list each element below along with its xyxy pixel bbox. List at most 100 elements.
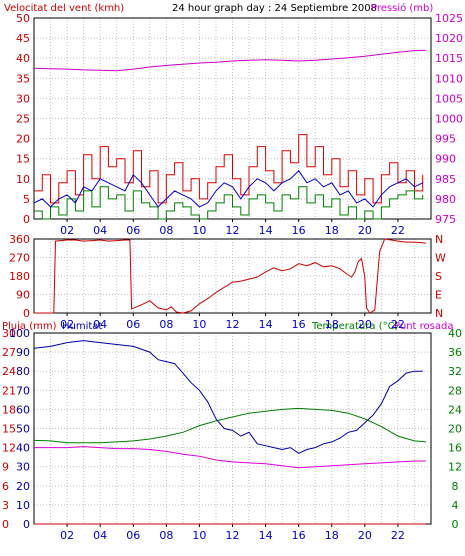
pressure-axis-title: Pressió (mb) <box>371 2 433 14</box>
wind-panel-x-tick-label: 18 <box>325 224 339 237</box>
pressure-y-tick-label: 975 <box>435 213 456 226</box>
wind-speed-y-tick-label: 40 <box>16 52 30 65</box>
direction-degrees-y-tick-label: 270 <box>9 252 30 265</box>
wind-speed-y-tick-label: 15 <box>16 153 30 166</box>
dewpoint-axis-title: Punt rosada <box>394 321 453 332</box>
climate-panel-x-tick-label: 08 <box>159 529 173 542</box>
wind-speed-y-tick-label: 25 <box>16 113 30 126</box>
wind-panel-x-tick-label: 20 <box>358 224 372 237</box>
pressure-y-tick-label: 1015 <box>435 52 463 65</box>
humidity-y-tick-label: 30 <box>16 461 30 474</box>
temperature-y-tick-label: 24 <box>448 403 462 416</box>
pressure-y-tick-label: 985 <box>435 173 456 186</box>
direction-compass-y-tick-label: E <box>435 289 442 302</box>
climate-panel-x-tick-label: 04 <box>93 529 107 542</box>
direction-panel-x-tick-label: 14 <box>259 318 273 331</box>
wind-panel-x-tick-label: 06 <box>126 224 140 237</box>
rain-y-tick-label: 27 <box>2 346 16 359</box>
direction-degrees-y-tick-label: 360 <box>9 233 30 246</box>
graph-title: 24 hour graph day : 24 Septiembre 2008 <box>172 3 377 14</box>
humidity-y-tick-label: 70 <box>16 384 30 397</box>
temperature-line <box>33 407 427 444</box>
wind-panel-x-tick-label: 02 <box>60 224 74 237</box>
rain-axis-title: Pluja (mm) <box>2 321 57 332</box>
climate-panel-x-tick-label: 10 <box>192 529 206 542</box>
wind-panel-x-tick-label: 16 <box>292 224 306 237</box>
pressure-y-tick-label: 990 <box>435 153 456 166</box>
direction-compass-y-tick-label: W <box>435 252 446 265</box>
wind-panel-x-tick-label: 14 <box>259 224 273 237</box>
direction-panel-x-tick-label: 02 <box>60 318 74 331</box>
direction-panel-x-tick-label: 12 <box>226 318 240 331</box>
rain-y-tick-label: 21 <box>2 384 16 397</box>
rain-y-tick-label: 6 <box>2 480 9 493</box>
climate-panel-x-tick-label: 06 <box>126 529 140 542</box>
temperature-y-tick-label: 16 <box>448 442 462 455</box>
direction-panel-x-tick-label: 20 <box>358 318 372 331</box>
direction-panel-x-tick-label: 10 <box>192 318 206 331</box>
wind-speed-y-tick-label: 45 <box>16 32 30 45</box>
climate-panel-x-tick-label: 22 <box>391 529 405 542</box>
wind-direction-line <box>34 238 427 314</box>
direction-panel-x-tick-label: 04 <box>93 318 107 331</box>
climate-panel-x-tick-label: 14 <box>259 529 273 542</box>
climate-panel-x-tick-label: 16 <box>292 529 306 542</box>
direction-compass-y-tick-label: N <box>435 307 443 320</box>
temperature-y-tick-label: 28 <box>448 384 462 397</box>
dewpoint-line <box>34 446 426 469</box>
direction-panel-x-tick-label: 22 <box>391 318 405 331</box>
humidity-y-tick-label: 40 <box>16 442 30 455</box>
humidity-y-tick-label: 60 <box>16 403 30 416</box>
climate-panel-x-tick-label: 18 <box>325 529 339 542</box>
wind-panel-x-tick-label: 04 <box>93 224 107 237</box>
rain-y-tick-label: 3 <box>2 499 9 512</box>
pressure-y-tick-label: 1005 <box>435 92 463 105</box>
humidity-y-tick-label: 50 <box>16 423 30 436</box>
rain-y-tick-label: 9 <box>2 461 9 474</box>
direction-degrees-y-tick-label: 90 <box>16 289 30 302</box>
wind-gust-line <box>34 134 424 204</box>
pressure-y-tick-label: 1010 <box>435 72 463 85</box>
rain-y-tick-label: 12 <box>2 442 16 455</box>
wind-panel-x-tick-label: 08 <box>159 224 173 237</box>
direction-panel-x-tick-label: 08 <box>159 318 173 331</box>
direction-panel-x-tick-label: 16 <box>292 318 306 331</box>
temperature-y-tick-label: 4 <box>452 499 459 512</box>
temperature-y-tick-label: 32 <box>448 365 462 378</box>
climate-panel-x-tick-label: 12 <box>226 529 240 542</box>
rain-y-tick-label: 30 <box>2 327 16 340</box>
pressure-line <box>33 49 427 72</box>
humidity-y-tick-label: 0 <box>23 518 30 531</box>
wind-speed-y-tick-label: 10 <box>16 173 30 186</box>
wind-speed-y-tick-label: 30 <box>16 92 30 105</box>
wind-panel-x-tick-label: 12 <box>226 224 240 237</box>
direction-compass-y-tick-label: S <box>435 270 442 283</box>
pressure-y-tick-label: 980 <box>435 193 456 206</box>
humidity-y-tick-label: 90 <box>16 346 30 359</box>
direction-degrees-y-tick-label: 180 <box>9 270 30 283</box>
humidity-axis-title: Humitat <box>62 321 102 332</box>
pressure-y-tick-label: 1025 <box>435 12 463 25</box>
temperature-y-tick-label: 8 <box>452 480 459 493</box>
wind-speed-y-tick-label: 35 <box>16 72 30 85</box>
temperature-y-tick-label: 0 <box>452 518 459 531</box>
climate-panel-x-tick-label: 20 <box>358 529 372 542</box>
climate-panel-x-tick-label: 02 <box>60 529 74 542</box>
wind-panel-x-tick-label: 22 <box>391 224 405 237</box>
temperature-y-tick-label: 36 <box>448 346 462 359</box>
pressure-y-tick-label: 1020 <box>435 32 463 45</box>
rain-y-tick-label: 24 <box>2 365 16 378</box>
wind-average-line <box>33 170 423 208</box>
direction-panel-x-tick-label: 06 <box>126 318 140 331</box>
rain-y-tick-label: 0 <box>2 518 9 531</box>
wind-speed-y-tick-label: 20 <box>16 133 30 146</box>
humidity-y-tick-label: 10 <box>16 499 30 512</box>
wind-speed-y-tick-label: 0 <box>23 213 30 226</box>
pressure-y-tick-label: 1000 <box>435 113 463 126</box>
rain-y-tick-label: 15 <box>2 423 16 436</box>
rain-y-tick-label: 18 <box>2 403 16 416</box>
wind-panel-x-tick-label: 10 <box>192 224 206 237</box>
wind-green-line <box>34 186 424 220</box>
direction-panel-x-tick-label: 18 <box>325 318 339 331</box>
